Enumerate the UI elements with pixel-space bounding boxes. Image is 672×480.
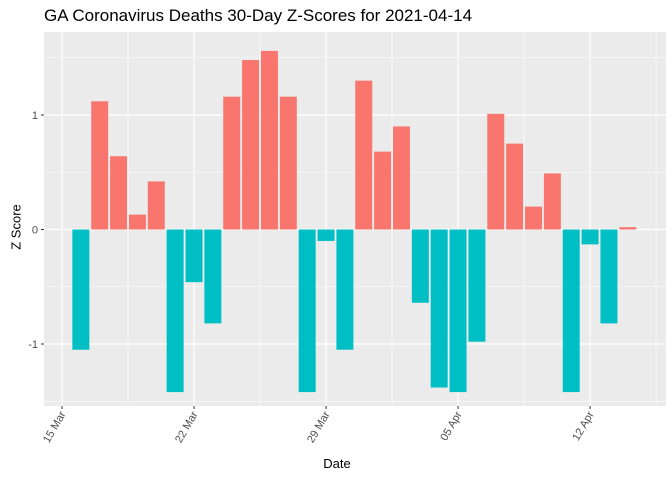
y-tick-label: 1 [32, 110, 38, 122]
bar [128, 214, 146, 230]
x-tick-label: 29 Mar [305, 409, 333, 445]
y-tick-label: 0 [32, 225, 38, 237]
bar [411, 229, 429, 303]
bar [204, 229, 222, 324]
bar [223, 96, 241, 230]
bar [430, 229, 448, 388]
bar [260, 50, 278, 230]
bar [185, 229, 203, 283]
bar [336, 229, 354, 350]
y-tick-label: -1 [28, 339, 38, 351]
bar [110, 156, 128, 230]
chart-title: GA Coronavirus Deaths 30-Day Z-Scores fo… [44, 6, 473, 25]
bar [468, 229, 486, 342]
bar [91, 101, 109, 230]
bar [581, 229, 599, 245]
bar [619, 227, 637, 230]
bar [374, 151, 392, 230]
bar [600, 229, 618, 324]
x-tick-label: 15 Mar [41, 409, 69, 445]
bar [525, 206, 542, 230]
bar [355, 80, 373, 230]
bar [449, 229, 467, 393]
bar [166, 229, 184, 393]
bar [543, 173, 561, 230]
bar [242, 60, 260, 230]
bar [147, 181, 165, 230]
bar [562, 229, 580, 393]
bar [317, 229, 335, 241]
x-tick-label: 12 Apr [570, 409, 596, 443]
bar [72, 229, 90, 350]
bar [298, 229, 316, 393]
bar [392, 126, 410, 230]
x-tick-label: 22 Mar [173, 409, 201, 445]
bar [506, 143, 524, 230]
x-axis-label: Date [323, 456, 351, 471]
bar [487, 113, 505, 230]
x-tick-label: 05 Apr [438, 409, 464, 443]
bar [279, 96, 297, 230]
